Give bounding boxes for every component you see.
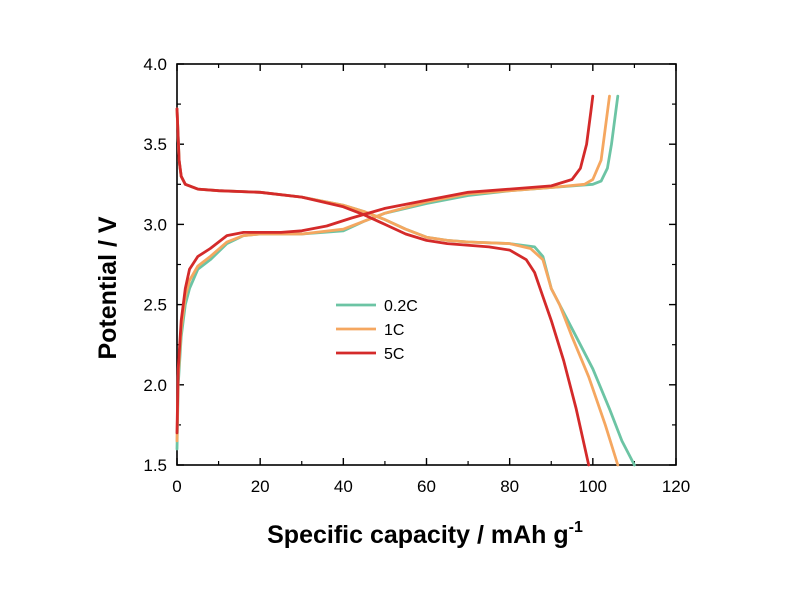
y-tick-label: 3.5: [143, 135, 167, 154]
y-tick-label: 1.5: [143, 456, 167, 475]
axis-ticks: 0 20 40 60 80 100 120 1.5 2.0 2.5 3.0 3.5 4.0: [143, 55, 690, 496]
plot-frame: [176, 63, 677, 466]
x-tick-label: 40: [334, 477, 353, 496]
legend: 0.2C 1C 5C: [336, 298, 418, 363]
series-02c-discharge-curve: [175, 107, 636, 467]
plot-area: [176, 63, 677, 466]
x-tick-label: 60: [417, 477, 436, 496]
series-02c-charge-curve: [175, 94, 620, 451]
series-5c-discharge-curve: [175, 107, 591, 467]
x-tick-label: 80: [500, 477, 519, 496]
x-axis-title-superscript: -1: [569, 519, 583, 536]
y-axis-title: Potential / V: [94, 216, 122, 359]
legend-label: 0.2C: [384, 298, 418, 315]
y-tick-label: 3.0: [143, 215, 167, 234]
series-1c-discharge-curve: [175, 107, 620, 467]
y-tick-label: 4.0: [143, 55, 167, 74]
series-5c-charge-curve: [175, 94, 595, 435]
x-axis-title-main: Specific capacity / mAh g: [267, 521, 569, 549]
x-tick-label: 20: [251, 477, 270, 496]
legend-label: 1C: [384, 322, 404, 339]
series-curves: [175, 94, 636, 467]
x-tick-label: 100: [579, 477, 607, 496]
x-tick-label: 120: [662, 477, 690, 496]
series-1c-charge-curve: [175, 94, 611, 443]
y-tick-label: 2.5: [143, 296, 167, 315]
x-tick-label: 0: [172, 477, 181, 496]
x-axis-title: Specific capacity / mAh g-1: [267, 519, 583, 549]
y-tick-label: 2.0: [143, 376, 167, 395]
legend-label: 5C: [384, 346, 404, 363]
